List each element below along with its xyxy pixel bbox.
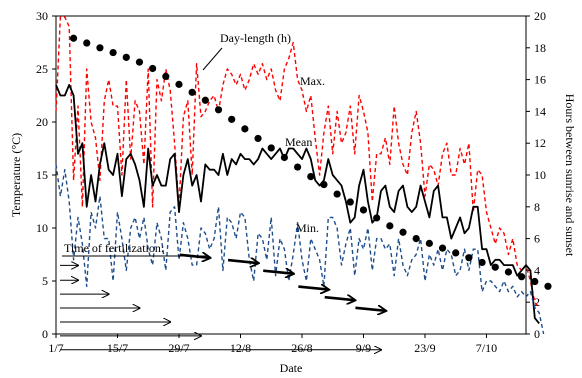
x-tick-label: 12/8 xyxy=(230,341,251,355)
y-left-tick-label: 0 xyxy=(42,327,48,341)
daylength-point xyxy=(307,172,315,181)
daylength-point xyxy=(346,198,354,206)
y-right-tick-label: 12 xyxy=(534,136,546,150)
y-left-tick-label: 5 xyxy=(42,274,48,288)
daylength-point xyxy=(373,214,381,222)
fertilization-bold-arrow xyxy=(227,260,258,263)
y-left-tick-label: 25 xyxy=(36,62,48,76)
x-tick-label: 23/9 xyxy=(414,341,435,355)
mean-annotation: Mean xyxy=(285,135,312,149)
fertilization-bold-arrow xyxy=(355,308,385,311)
daylength-point xyxy=(175,80,183,88)
max-series-line xyxy=(55,16,540,308)
daylength-point xyxy=(228,115,236,123)
daylength-point xyxy=(188,88,196,96)
y-right-tick-label: 8 xyxy=(534,200,540,214)
x-axis-label: Date xyxy=(280,361,303,375)
daylength-point xyxy=(491,263,499,271)
daylength-point xyxy=(544,282,552,290)
series-lines xyxy=(55,16,545,335)
daylength-point xyxy=(425,239,433,247)
y-left-tick-label: 10 xyxy=(36,221,48,235)
fertilization-bold-arrow xyxy=(324,297,355,300)
y-right-tick-label: 18 xyxy=(534,41,546,55)
daylength-point xyxy=(293,163,302,171)
y-left-tick-label: 30 xyxy=(36,9,48,23)
daylength-point xyxy=(162,72,170,81)
x-tick-label: 9/9 xyxy=(356,341,371,355)
daylength-point xyxy=(518,273,526,281)
y-right-tick-label: 20 xyxy=(534,9,546,23)
y-right-tick-label: 0 xyxy=(534,327,540,341)
daylength-point xyxy=(135,58,144,66)
y-axis-right-label: Hours between sunrise and sunset xyxy=(563,94,577,257)
y-left-tick-label: 15 xyxy=(36,168,48,182)
daylength-point xyxy=(267,144,275,152)
max-annotation: Max. xyxy=(300,74,325,88)
axis-ticks: 0 5 10 15 20 25 30 0 2 4 6 8 10 12 14 16 18 20 1/7 15/7 29/7… xyxy=(36,9,546,355)
x-tick-label: 7/10 xyxy=(476,341,497,355)
y-right-tick-label: 4 xyxy=(534,263,540,277)
mean-series-line xyxy=(55,84,540,324)
daylength-point xyxy=(280,153,289,162)
daylength-markers xyxy=(69,34,552,290)
daylength-point xyxy=(214,106,223,114)
y-axis-left-label: Temperature (°C) xyxy=(9,133,23,217)
daylength-point xyxy=(320,180,328,189)
y-right-tick-label: 2 xyxy=(534,295,540,309)
fertilization-annotation: Time of fertilization: xyxy=(64,241,164,255)
fertilization-bold-arrow xyxy=(298,287,328,290)
daylength-point xyxy=(478,258,486,267)
daylength-annotation: Day-length (h) xyxy=(220,31,291,45)
daylength-point xyxy=(438,244,447,252)
daylength-point xyxy=(122,53,130,61)
daylength-point xyxy=(386,222,394,230)
fertilization-bold-arrow xyxy=(263,271,293,274)
x-tick-label: 26/8 xyxy=(291,341,312,355)
daylength-point xyxy=(465,254,473,262)
y-left-tick-label: 20 xyxy=(36,115,48,129)
daylength-point xyxy=(201,96,209,104)
min-series-line xyxy=(55,164,545,335)
daylength-point xyxy=(333,190,341,198)
min-annotation: Min. xyxy=(296,221,319,235)
daylength-point xyxy=(69,34,78,42)
daylength-point xyxy=(504,268,513,276)
y-right-tick-label: 16 xyxy=(534,73,546,87)
fertilization-arrows xyxy=(60,255,385,350)
daylength-point xyxy=(241,125,249,133)
y-right-tick-label: 10 xyxy=(534,168,546,182)
daylength-point xyxy=(452,249,460,257)
y-right-tick-label: 14 xyxy=(534,104,546,118)
daylength-point xyxy=(412,235,420,243)
daylength-leader-line xyxy=(202,47,223,71)
daylength-point xyxy=(254,134,262,143)
daylength-point xyxy=(359,206,368,214)
daylength-point xyxy=(96,44,104,52)
daylength-point xyxy=(83,39,91,47)
daylength-point xyxy=(109,48,117,57)
y-right-tick-label: 6 xyxy=(534,232,540,246)
daylength-point xyxy=(149,64,157,73)
x-tick-label: 15/7 xyxy=(107,341,128,355)
x-tick-label: 29/7 xyxy=(168,341,189,355)
daylength-point xyxy=(531,277,539,286)
x-tick-label: 1/7 xyxy=(48,341,63,355)
daylength-point xyxy=(399,228,407,236)
